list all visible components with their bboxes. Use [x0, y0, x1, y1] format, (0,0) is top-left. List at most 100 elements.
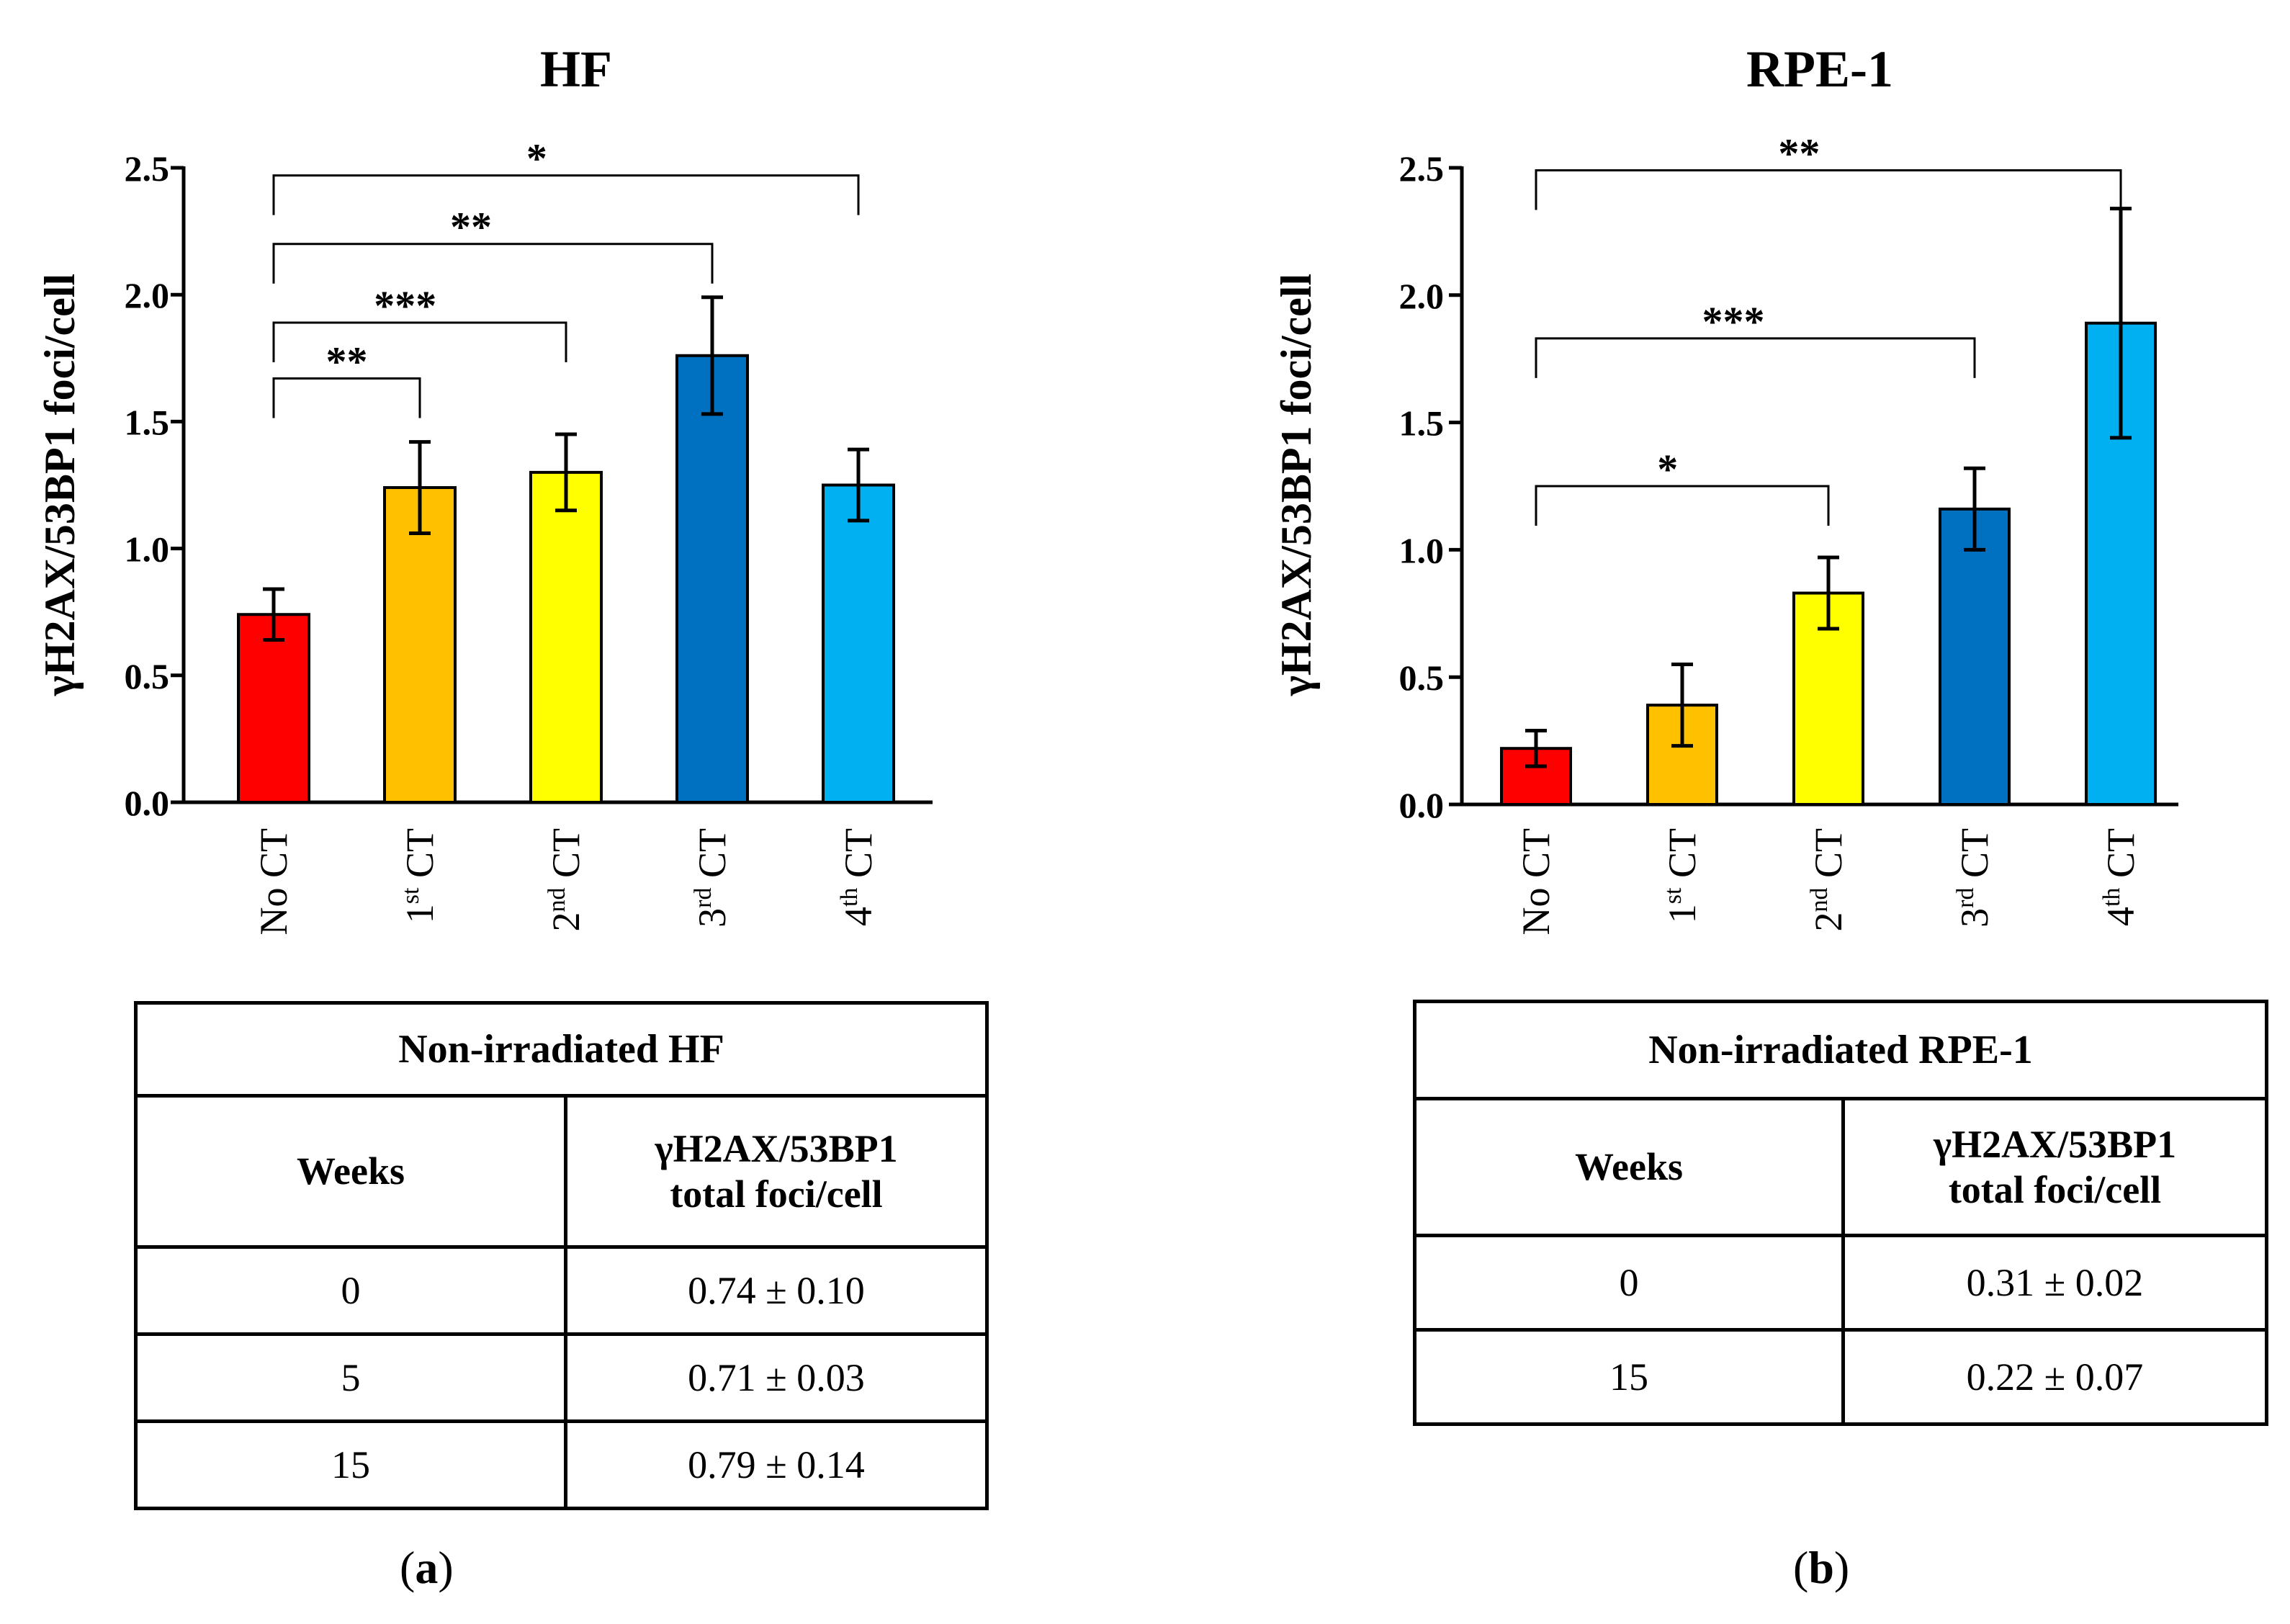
x-tick-label-sup: st — [398, 887, 424, 904]
x-tick-label-rest: CT — [544, 828, 588, 888]
table-cell-weeks: 0 — [134, 1245, 567, 1336]
y-tick-label: 2.0 — [125, 275, 170, 315]
bar — [1939, 507, 2011, 806]
x-tick-label-sup: th — [836, 888, 863, 907]
significance-label: * — [1657, 446, 1678, 493]
x-tick-label-base: No CT — [252, 828, 295, 936]
table-hf: Non-irradiated HF Weeks γH2AX/53BP1 tota… — [134, 1001, 989, 1510]
significance-bracket — [1535, 337, 1976, 378]
table-hf-col-foci-line1: γH2AX/53BP1 — [655, 1127, 898, 1171]
x-tick-label: 3rd CT — [1952, 828, 1996, 928]
panel-label-a: (a) — [400, 1542, 454, 1593]
bar — [237, 613, 310, 804]
significance-bracket — [272, 243, 714, 284]
significance-bracket — [272, 321, 567, 362]
y-tick-label: 1.0 — [125, 529, 170, 570]
x-tick-label: 3rd CT — [690, 828, 734, 928]
y-tick-label: 0.5 — [125, 656, 170, 696]
x-tick-label: 2nd CT — [544, 828, 588, 932]
significance-label: * — [526, 135, 547, 182]
x-tick-label-rest: CT — [1953, 828, 1996, 888]
x-tick-label-rest: CT — [691, 828, 734, 888]
x-tick-label-base: 4 — [837, 907, 880, 926]
bar — [675, 354, 749, 804]
x-tick-label-rest: CT — [1661, 828, 1704, 888]
table-hf-col-foci: γH2AX/53BP1 total foci/cell — [564, 1094, 989, 1249]
x-tick-label: 1st CT — [1660, 828, 1704, 923]
significance-label: ** — [1778, 130, 1820, 177]
significance-label: ** — [450, 204, 492, 251]
x-tick-label: 4th CT — [836, 828, 880, 926]
table-hf-title: Non-irradiated HF — [134, 1001, 989, 1098]
bar — [822, 483, 895, 804]
table-cell-value: 0.22 ± 0.07 — [1841, 1328, 2268, 1426]
x-tick-label-sup: rd — [690, 888, 717, 908]
x-tick-label-base: 2 — [1807, 912, 1850, 932]
significance-label: *** — [374, 282, 436, 329]
panel-label-b: (b) — [1793, 1542, 1850, 1593]
x-tick-label-rest: CT — [1807, 828, 1850, 888]
table-rpe1-col-foci-line1: γH2AX/53BP1 — [1933, 1123, 2177, 1167]
significance-bracket — [272, 377, 421, 418]
x-tick-label-sup: nd — [544, 888, 570, 912]
table-row: 0 0.74 ± 0.10 — [134, 1245, 989, 1336]
table-cell-weeks: 15 — [1413, 1328, 1845, 1426]
x-tick-label-rest: CT — [2099, 828, 2142, 888]
significance-bracket — [272, 174, 860, 215]
bar — [383, 486, 457, 804]
chart-panel-a: HF γH2AX/53BP1 foci/cell 0.0 0.5 1.0 1.5 2.0 2.… — [36, 40, 933, 936]
table-hf-col-foci-line2: total foci/cell — [670, 1172, 883, 1216]
table-cell-value: 0.79 ± 0.14 — [564, 1419, 989, 1510]
x-tick-label-base: 2 — [544, 912, 588, 932]
table-cell-weeks: 15 — [134, 1419, 567, 1510]
table-rpe1-col-foci-line2: total foci/cell — [1948, 1167, 2162, 1211]
y-axis-label: γH2AX/53BP1 foci/cell — [1272, 274, 1320, 696]
table-cell-weeks: 0 — [1413, 1234, 1845, 1332]
table-row: 15 0.79 ± 0.14 — [134, 1419, 989, 1510]
x-tick-label-base: 4 — [2099, 907, 2142, 926]
table-rpe1-title: Non-irradiated RPE-1 — [1413, 1000, 2268, 1100]
y-tick-label: 2.5 — [125, 148, 170, 189]
significance-bracket — [1535, 169, 2122, 210]
table-rpe1: Non-irradiated RPE-1 Weeks γH2AX/53BP1 t… — [1413, 1000, 2268, 1426]
significance-label: ** — [326, 338, 368, 385]
significance-label: *** — [1702, 298, 1765, 345]
x-tick-label: 1st CT — [398, 828, 441, 923]
x-tick-label-base: No CT — [1514, 828, 1558, 936]
y-tick-label: 0.0 — [1399, 785, 1445, 825]
x-tick-label-base: 1 — [398, 904, 441, 923]
table-cell-value: 0.74 ± 0.10 — [564, 1245, 989, 1336]
x-tick-label: 4th CT — [2098, 828, 2142, 926]
y-tick-label: 2.0 — [1399, 276, 1445, 316]
x-tick-label-sup: rd — [1952, 888, 1979, 908]
table-hf-col-weeks: Weeks — [134, 1094, 567, 1249]
table-cell-value: 0.31 ± 0.02 — [1841, 1234, 2268, 1332]
x-tick-label: No CT — [1514, 828, 1558, 936]
x-tick-label-rest: CT — [837, 828, 880, 888]
x-tick-label-base: 3 — [1953, 908, 1996, 928]
table-rpe1-col-foci: γH2AX/53BP1 total foci/cell — [1841, 1097, 2268, 1237]
x-tick-label-sup: st — [1660, 887, 1687, 904]
x-tick-label-sup: nd — [1806, 888, 1833, 912]
chart-title: RPE-1 — [1746, 40, 1893, 98]
chart-panel-b: RPE-1 γH2AX/53BP1 foci/cell 0.0 0.5 1.0 1.5 2.… — [1272, 40, 2178, 936]
table-rpe1-col-weeks: Weeks — [1413, 1097, 1845, 1237]
y-tick-label: 1.0 — [1399, 530, 1445, 570]
table-cell-weeks: 5 — [134, 1332, 567, 1423]
y-axis-label: γH2AX/53BP1 foci/cell — [36, 274, 84, 696]
y-tick-label: 0.5 — [1399, 658, 1445, 698]
x-tick-label-base: 1 — [1661, 904, 1704, 923]
x-tick-label-base: 3 — [691, 908, 734, 928]
x-tick-label: 2nd CT — [1806, 828, 1850, 932]
table-row: 0 0.31 ± 0.02 — [1413, 1234, 2268, 1332]
y-tick-label: 2.5 — [1399, 148, 1445, 189]
bar — [529, 470, 603, 804]
y-tick-label: 0.0 — [125, 783, 170, 823]
x-tick-label-rest: CT — [398, 828, 441, 888]
y-tick-label: 1.5 — [125, 402, 170, 442]
table-row: 15 0.22 ± 0.07 — [1413, 1328, 2268, 1426]
x-tick-label-sup: th — [2098, 888, 2125, 907]
table-row: 5 0.71 ± 0.03 — [134, 1332, 989, 1423]
chart-title: HF — [540, 40, 612, 98]
